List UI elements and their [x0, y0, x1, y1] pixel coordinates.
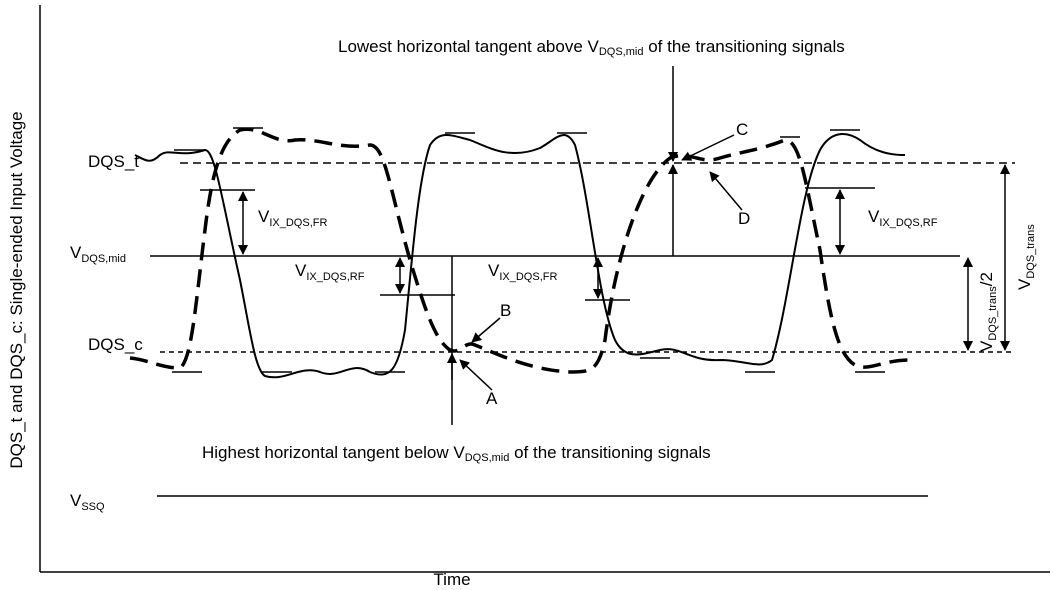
point-label: C	[736, 120, 748, 139]
point-label: D	[738, 209, 750, 228]
tangent-marks	[172, 127, 885, 373]
vdqs-mid-label: VDQS,mid	[70, 243, 126, 265]
dqs-t-label: DQS_t	[88, 152, 139, 171]
vdqs-trans-label: VDQS_trans	[1015, 224, 1037, 290]
measurement-label: VIX_DQS,RF	[868, 207, 938, 229]
point-label: B	[500, 301, 511, 320]
bottom-annotation: Highest horizontal tangent below VDQS,mi…	[202, 443, 711, 464]
dqs-t-wave	[134, 133, 906, 379]
point-label: A	[486, 389, 498, 408]
y-axis-label: DQS_t and DQS_c: Single-ended Input Volt…	[7, 111, 26, 468]
axes	[39, 5, 1050, 573]
reference-lines	[150, 162, 1015, 497]
top-annotation: Lowest horizontal tangent above VDQS,mid…	[338, 37, 845, 58]
dqs-c-label: DQS_c	[88, 335, 143, 354]
vssq-label: VSSQ	[70, 491, 105, 513]
measurement-label: VIX_DQS,FR	[488, 261, 557, 283]
measurement-label: VIX_DQS,FR	[258, 207, 327, 229]
measurement-label: VIX_DQS,RF	[295, 261, 365, 283]
vdqs-trans-half-label: VDQS_trans/2	[977, 272, 999, 352]
dqs-c-wave	[129, 127, 911, 374]
x-axis-label: Time	[433, 570, 470, 589]
dimension-arrows	[238, 66, 1010, 425]
